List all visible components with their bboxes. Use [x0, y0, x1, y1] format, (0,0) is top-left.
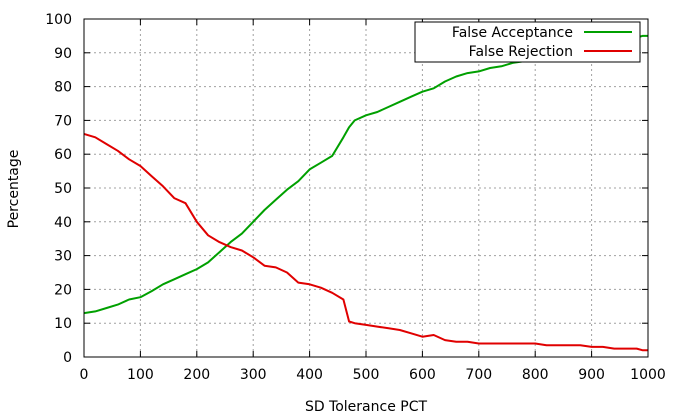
x-tick-label: 600 — [409, 367, 436, 383]
x-tick-label: 200 — [183, 367, 210, 383]
y-tick-label: 0 — [63, 350, 72, 366]
x-tick-label: 500 — [353, 367, 380, 383]
x-tick-label: 100 — [127, 367, 154, 383]
y-tick-label: 90 — [54, 46, 72, 62]
x-tick-label: 800 — [522, 367, 549, 383]
y-tick-label: 40 — [54, 215, 72, 231]
series-line-false-rejection — [83, 132, 648, 352]
axes — [83, 18, 649, 358]
x-axis-label: SD Tolerance PCT — [305, 399, 428, 415]
x-tick-label: 0 — [80, 367, 89, 383]
y-tick-label: 20 — [54, 282, 72, 298]
y-tick-label: 10 — [54, 316, 72, 332]
legend-box — [414, 21, 641, 63]
plot-border — [83, 18, 649, 358]
x-tick-label: 400 — [296, 367, 323, 383]
legend-label-false-acceptance: False Acceptance — [452, 25, 573, 41]
y-tick-label: 30 — [54, 249, 72, 265]
legend-label-false-rejection: False Rejection — [469, 44, 573, 60]
y-tick-label: 50 — [54, 181, 72, 197]
x-tick-label: 900 — [578, 367, 605, 383]
x-tick-label: 700 — [465, 367, 492, 383]
y-tick-label: 70 — [54, 113, 72, 129]
legend: False Acceptance False Rejection — [414, 21, 641, 63]
y-tick-label: 80 — [54, 80, 72, 96]
y-tick-label: 60 — [54, 147, 72, 163]
x-tick-label: 1000 — [630, 367, 666, 383]
x-tick-label: 300 — [240, 367, 267, 383]
y-axis-label: Percentage — [6, 150, 22, 229]
y-tick-label: 100 — [45, 12, 72, 28]
tick-labels: 0 100 200 300 400 500 600 700 800 900 1000 0 10 20 30 4… — [45, 12, 666, 383]
